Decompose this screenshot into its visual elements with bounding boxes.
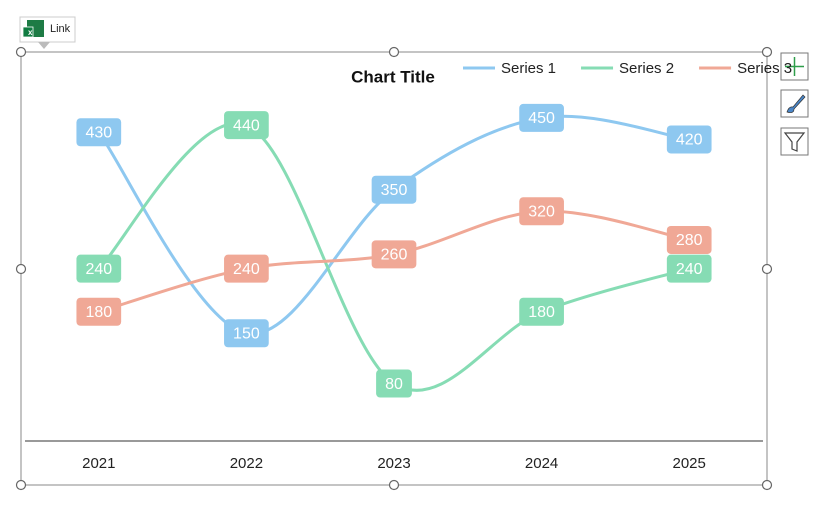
data-label-box (224, 254, 269, 283)
data-label-box (76, 118, 122, 147)
data-label-box (666, 254, 712, 283)
x-tick-label: 2021 (82, 455, 115, 472)
brush-icon (786, 94, 806, 113)
data-label: 280 (666, 225, 712, 254)
data-label: 180 (76, 297, 122, 326)
data-label-text: 350 (381, 182, 408, 199)
data-label-box (376, 369, 412, 398)
chart-frame[interactable] (20, 51, 768, 486)
data-label-box (519, 103, 564, 132)
data-label: 260 (371, 240, 417, 269)
data-label-text: 180 (528, 304, 555, 321)
data-label: 440 (224, 111, 269, 140)
data-label: 420 (666, 125, 712, 154)
data-label: 450 (519, 103, 564, 132)
data-label: 240 (76, 254, 122, 283)
chart-title: Chart Title (351, 67, 435, 86)
data-label-text: 240 (85, 261, 112, 278)
excel-icon-x (22, 26, 34, 38)
link-pointer (38, 42, 50, 49)
data-label-text: 260 (381, 247, 408, 264)
data-label: 80 (376, 369, 412, 398)
data-label-text: 450 (528, 110, 555, 127)
series-line (97, 121, 690, 392)
data-label-text: 240 (676, 261, 703, 278)
side-buttons (780, 52, 809, 156)
data-label: 240 (224, 254, 269, 283)
selection-handles (15, 46, 773, 491)
data-label: 350 (371, 175, 417, 204)
series-line (97, 114, 690, 336)
x-tick-label: 2024 (525, 455, 558, 472)
data-label-text: 420 (676, 132, 703, 149)
style-button[interactable] (780, 89, 809, 118)
data-label-text: 80 (385, 376, 403, 393)
data-label-text: 180 (85, 304, 112, 321)
legend-label: Series 3 (737, 60, 792, 77)
data-label-box (371, 175, 417, 204)
data-label-box (224, 319, 269, 348)
resize-handle[interactable] (761, 46, 773, 58)
resize-handle[interactable] (761, 479, 773, 491)
resize-handle[interactable] (15, 46, 27, 58)
data-label-text: 440 (233, 117, 260, 134)
data-label-box (371, 240, 417, 269)
data-label-text: 240 (233, 261, 260, 278)
filter-icon (783, 132, 806, 152)
data-label-text: 320 (528, 203, 555, 220)
data-label: 180 (519, 297, 564, 326)
data-label: 430 (76, 118, 122, 147)
data-label-text: 430 (85, 124, 112, 141)
resize-handle[interactable] (761, 263, 773, 275)
data-label-box (224, 111, 269, 140)
legend-label: Series 2 (619, 60, 674, 77)
data-label-box (76, 297, 122, 326)
data-label: 150 (224, 319, 269, 348)
data-label-box (666, 225, 712, 254)
x-tick-label: 2022 (230, 455, 263, 472)
data-label-box (519, 297, 564, 326)
x-tick-label: 2025 (673, 455, 706, 472)
x-tick-label: 2023 (377, 455, 410, 472)
data-label-text: 280 (676, 232, 703, 249)
link-label[interactable]: Link (50, 23, 71, 35)
resize-handle[interactable] (15, 479, 27, 491)
plot-area: 2021 2022 2023 2024 2025 430 150 350 450 420 240 44… (76, 103, 712, 472)
data-label-box (519, 197, 564, 226)
data-label-box (666, 125, 712, 154)
legend-label: Series 1 (501, 60, 556, 77)
resize-handle[interactable] (15, 263, 27, 275)
data-label-text: 150 (233, 326, 260, 343)
resize-handle[interactable] (388, 46, 400, 58)
excel-icon-letter: x (28, 28, 33, 37)
data-label: 320 (519, 197, 564, 226)
filter-button[interactable] (780, 127, 809, 156)
resize-handle[interactable] (388, 479, 400, 491)
data-label: 240 (666, 254, 712, 283)
data-label-box (76, 254, 122, 283)
